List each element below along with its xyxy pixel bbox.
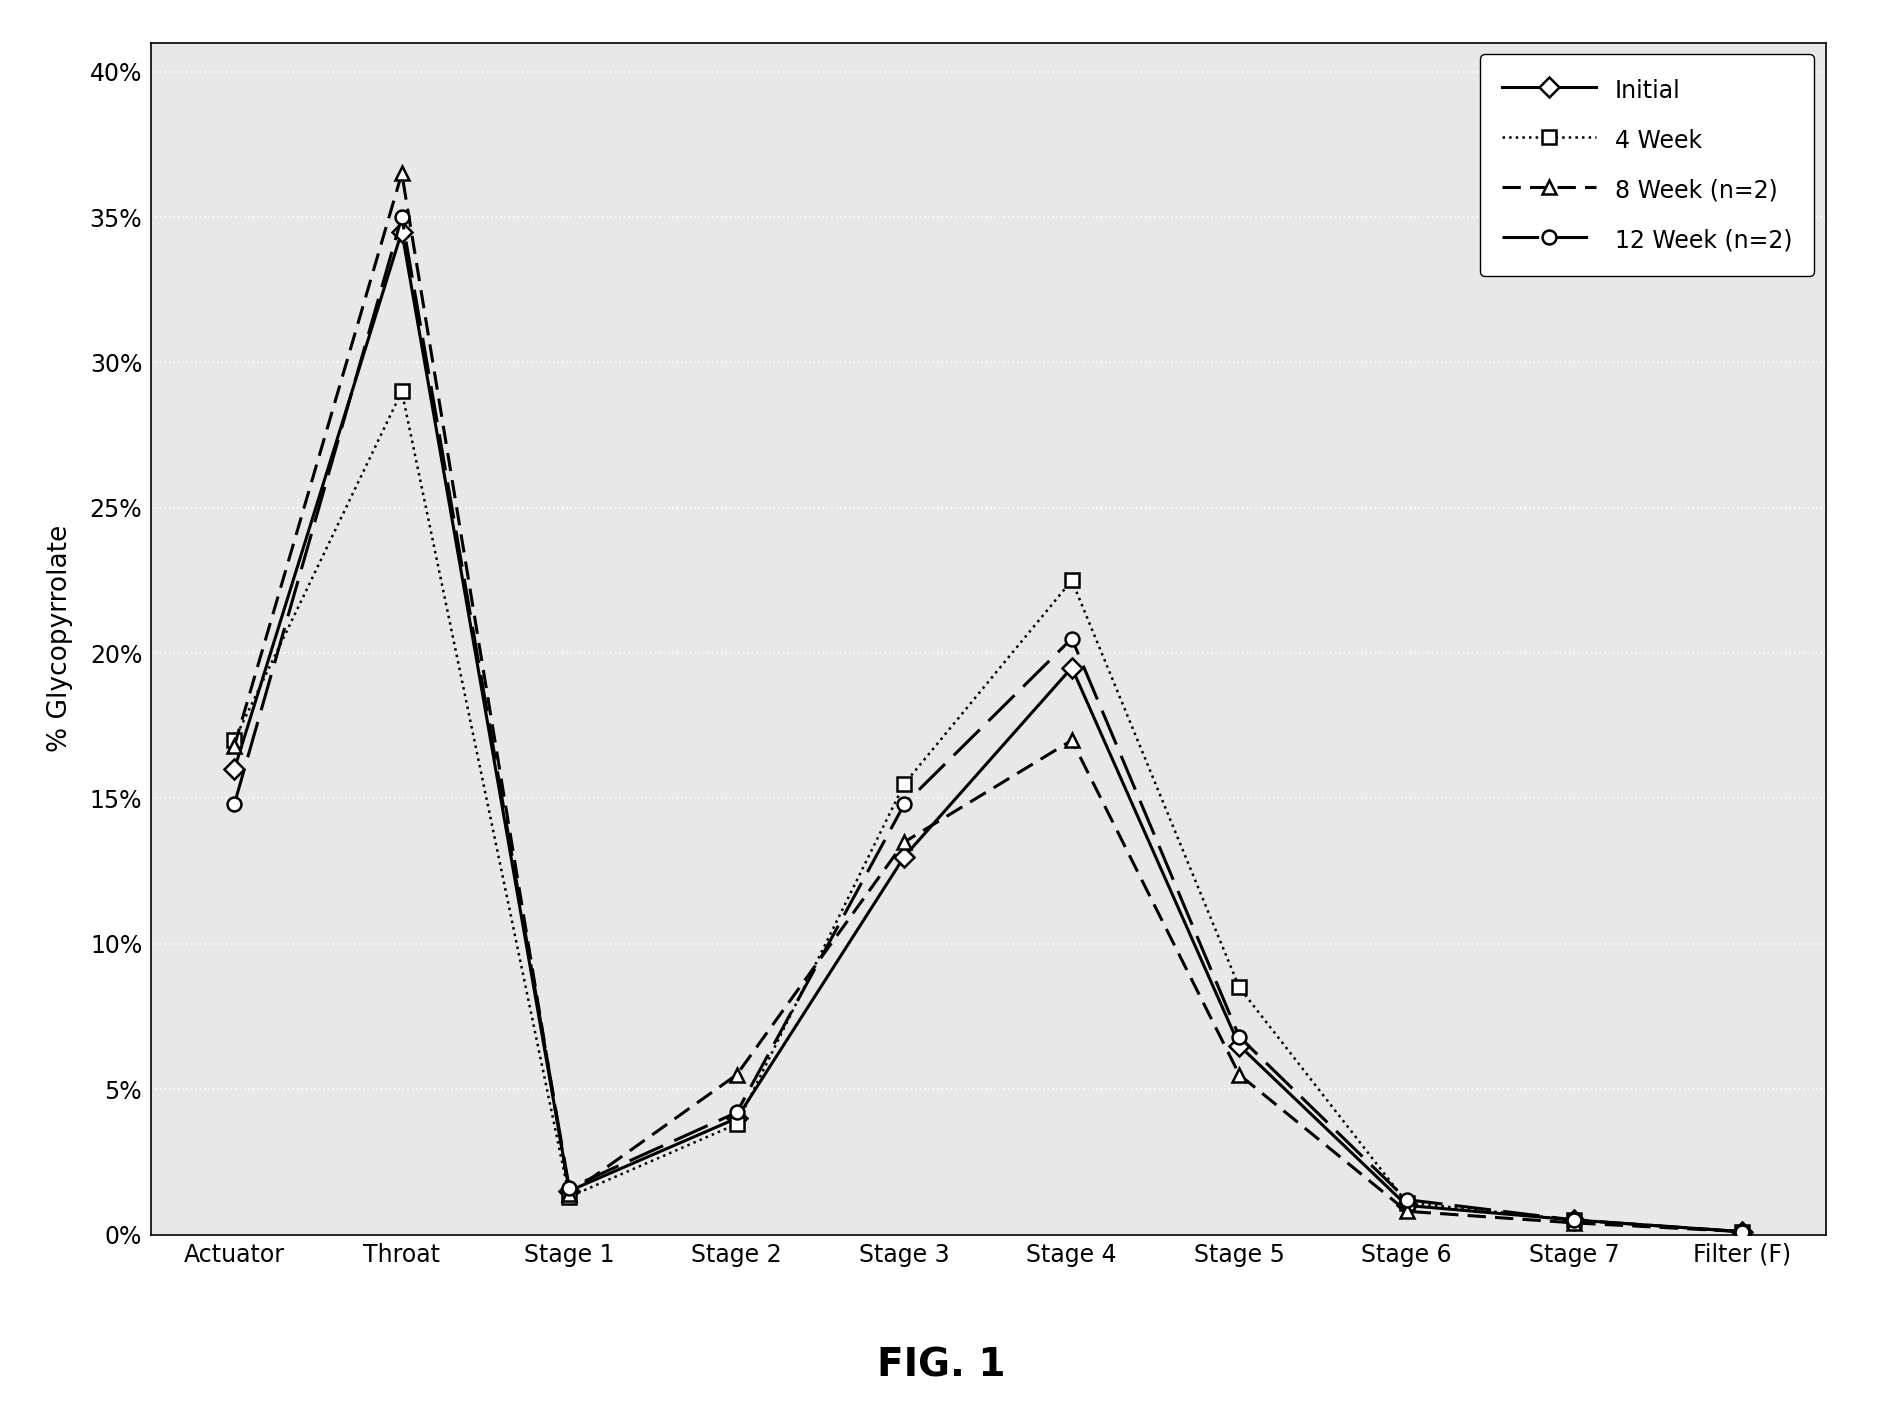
12 Week (n=2) — [1395, 1191, 1419, 1208]
4 Week — [391, 383, 414, 400]
4 Week — [726, 1115, 749, 1132]
Legend: Initial, 4 Week, 8 Week (n=2), 12 Week (n=2): Initial, 4 Week, 8 Week (n=2), 12 Week (… — [1481, 54, 1814, 275]
4 Week — [1061, 572, 1084, 589]
12 Week (n=2) — [726, 1104, 749, 1121]
Initial — [1562, 1212, 1585, 1229]
Initial — [726, 1110, 749, 1127]
8 Week (n=2) — [557, 1185, 580, 1202]
8 Week (n=2) — [1731, 1223, 1754, 1240]
12 Week (n=2) — [894, 796, 917, 813]
Initial — [222, 761, 245, 778]
8 Week (n=2) — [894, 833, 917, 850]
8 Week (n=2) — [1395, 1203, 1419, 1220]
Initial — [1395, 1198, 1419, 1215]
Line: 8 Week (n=2): 8 Week (n=2) — [228, 166, 1748, 1239]
8 Week (n=2) — [391, 165, 414, 182]
8 Week (n=2) — [222, 738, 245, 755]
8 Week (n=2) — [1227, 1066, 1250, 1083]
4 Week — [1227, 979, 1250, 996]
Initial — [557, 1182, 580, 1199]
4 Week — [557, 1188, 580, 1205]
4 Week — [1731, 1223, 1754, 1240]
8 Week (n=2) — [1061, 732, 1084, 749]
12 Week (n=2) — [557, 1179, 580, 1196]
4 Week — [222, 732, 245, 749]
Line: 4 Week: 4 Week — [228, 385, 1748, 1239]
Initial — [1061, 658, 1084, 675]
12 Week (n=2) — [1562, 1212, 1585, 1229]
4 Week — [1395, 1193, 1419, 1210]
12 Week (n=2) — [1227, 1029, 1250, 1046]
Initial — [894, 849, 917, 866]
12 Week (n=2) — [1731, 1223, 1754, 1240]
4 Week — [1562, 1212, 1585, 1229]
4 Week — [894, 775, 917, 792]
Initial — [391, 223, 414, 240]
Initial — [1227, 1037, 1250, 1054]
Line: 12 Week (n=2): 12 Week (n=2) — [228, 210, 1748, 1239]
12 Week (n=2) — [1061, 630, 1084, 647]
Initial — [1731, 1223, 1754, 1240]
Text: FIG. 1: FIG. 1 — [877, 1347, 1005, 1385]
8 Week (n=2) — [1562, 1215, 1585, 1232]
Y-axis label: % Glycopyrrolate: % Glycopyrrolate — [47, 525, 73, 752]
8 Week (n=2) — [726, 1066, 749, 1083]
12 Week (n=2) — [391, 209, 414, 226]
Line: Initial: Initial — [228, 224, 1748, 1239]
12 Week (n=2) — [222, 796, 245, 813]
